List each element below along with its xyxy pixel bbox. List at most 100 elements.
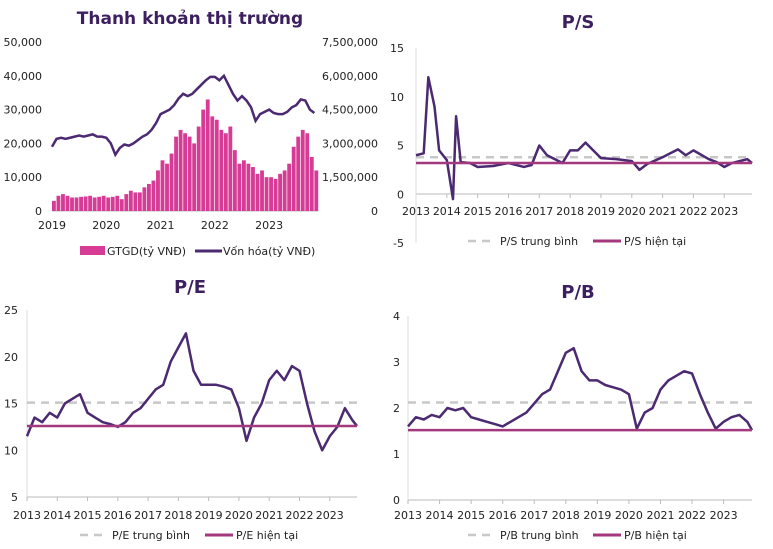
- bar-gtgd: [156, 170, 160, 211]
- bar-gtgd: [242, 160, 246, 211]
- y-tick-label: 1: [393, 448, 400, 461]
- bar-gtgd: [142, 187, 147, 211]
- chart-title: P/E: [174, 277, 206, 298]
- x-tick-label: 2014: [43, 509, 71, 522]
- bar-gtgd: [251, 167, 255, 211]
- legend-swatch-gtgd: [80, 246, 105, 255]
- bar-gtgd: [151, 180, 156, 211]
- x-tick-label: 2020: [225, 509, 253, 522]
- bar-gtgd: [74, 197, 79, 211]
- chart-title: P/B: [561, 282, 595, 303]
- bar-gtgd: [133, 192, 138, 211]
- y-tick-label-right: 3,000,000: [322, 137, 378, 150]
- y-tick-label-left: 10,000: [4, 171, 43, 184]
- x-tick-label: 2016: [494, 205, 522, 218]
- bar-gtgd: [246, 163, 251, 211]
- y-tick-label-left: 20,000: [4, 137, 43, 150]
- x-tick-label: 2020: [92, 219, 120, 232]
- bar-gtgd: [214, 119, 219, 211]
- bar-gtgd: [128, 190, 133, 211]
- x-tick-label: 2021: [147, 219, 175, 232]
- line-von-hoa: [50, 73, 316, 158]
- y-tick-label: 0: [393, 494, 400, 507]
- bar-gtgd: [255, 173, 260, 211]
- bar-gtgd: [97, 196, 102, 211]
- bar-gtgd: [92, 197, 97, 211]
- bar-gtgd: [137, 192, 142, 211]
- series-line: [415, 76, 753, 201]
- x-tick-label: 2018: [556, 205, 584, 218]
- bar-gtgd: [282, 170, 287, 211]
- x-tick-label: 2016: [104, 509, 132, 522]
- y-tick-label-right: 4,500,000: [322, 104, 378, 117]
- y-tick-label-left: 40,000: [4, 70, 43, 83]
- x-tick-label: 2020: [615, 509, 643, 522]
- x-tick-label: 2014: [426, 509, 454, 522]
- y-tick-label: 5: [397, 140, 404, 153]
- y-tick-label: 20: [4, 351, 18, 364]
- bar-gtgd: [61, 194, 65, 211]
- x-tick-label: 2013: [13, 509, 41, 522]
- y-tick-label: 25: [4, 304, 18, 317]
- bar-gtgd: [160, 160, 165, 211]
- bar-gtgd: [192, 143, 197, 211]
- bar-gtgd: [237, 163, 242, 211]
- x-tick-label: 2021: [649, 205, 677, 218]
- bar-gtgd: [147, 183, 151, 211]
- bar-gtgd: [178, 129, 183, 211]
- x-tick-label: 2023: [710, 205, 738, 218]
- bar-gtgd: [165, 163, 169, 211]
- x-tick-label: 2022: [679, 205, 707, 218]
- bar-gtgd: [300, 129, 305, 211]
- x-tick-label: 2022: [285, 509, 313, 522]
- y-tick-label: 15: [390, 42, 404, 55]
- y-tick-label-right: 7,500,000: [322, 36, 378, 49]
- y-tick-label: 5: [11, 491, 18, 504]
- chart-title: Thanh khoản thị trường: [77, 9, 303, 29]
- x-tick-label: 2019: [195, 509, 223, 522]
- x-tick-label: 2023: [710, 509, 738, 522]
- x-tick-label: 2013: [402, 205, 430, 218]
- bar-gtgd: [205, 99, 210, 211]
- bar-gtgd: [83, 196, 88, 211]
- x-tick-label: 2023: [255, 219, 283, 232]
- x-tick-label: 2023: [316, 509, 344, 522]
- y-tick-label: 4: [393, 310, 400, 323]
- bar-gtgd: [228, 126, 233, 211]
- bar-gtgd: [88, 195, 93, 211]
- x-tick-label: 2021: [646, 509, 674, 522]
- x-tick-label: 2018: [552, 509, 580, 522]
- y-tick-label: 10: [390, 91, 404, 104]
- bar-gtgd: [183, 133, 188, 211]
- y-tick-label-left: 30,000: [4, 104, 43, 117]
- y-tick-label: 2: [393, 402, 400, 415]
- bar-gtgd: [232, 150, 237, 211]
- bar-gtgd: [106, 197, 111, 211]
- x-tick-label: 2021: [255, 509, 283, 522]
- legend-label-gtgd: GTGD(tỷ VNĐ): [107, 245, 186, 258]
- legend-label-current: P/E hiện tại: [236, 529, 298, 542]
- x-tick-label: 2018: [164, 509, 192, 522]
- chart-title: P/S: [562, 12, 595, 33]
- y-tick-label: 0: [397, 188, 404, 201]
- x-tick-label: 2019: [38, 219, 66, 232]
- bar-gtgd: [219, 129, 224, 211]
- y-tick-label: 10: [4, 444, 18, 457]
- bar-gtgd: [264, 177, 269, 211]
- bar-gtgd: [196, 126, 201, 211]
- y-tick-label-left: 0: [35, 205, 42, 218]
- bar-gtgd: [124, 194, 129, 211]
- bar-gtgd: [291, 146, 296, 211]
- bar-gtgd: [305, 133, 310, 211]
- bar-gtgd: [309, 156, 314, 211]
- x-tick-label: 2015: [74, 509, 102, 522]
- legend-label-average: P/B trung bình: [500, 529, 579, 542]
- y-tick-label-right: 6,000,000: [322, 70, 378, 83]
- bar-gtgd: [101, 195, 106, 211]
- x-tick-label: 2020: [618, 205, 646, 218]
- bar-gtgd: [260, 170, 264, 211]
- bar-gtgd: [187, 136, 192, 211]
- y-tick-label: 3: [393, 356, 400, 369]
- bar-gtgd: [110, 196, 115, 211]
- bar-gtgd: [223, 133, 228, 211]
